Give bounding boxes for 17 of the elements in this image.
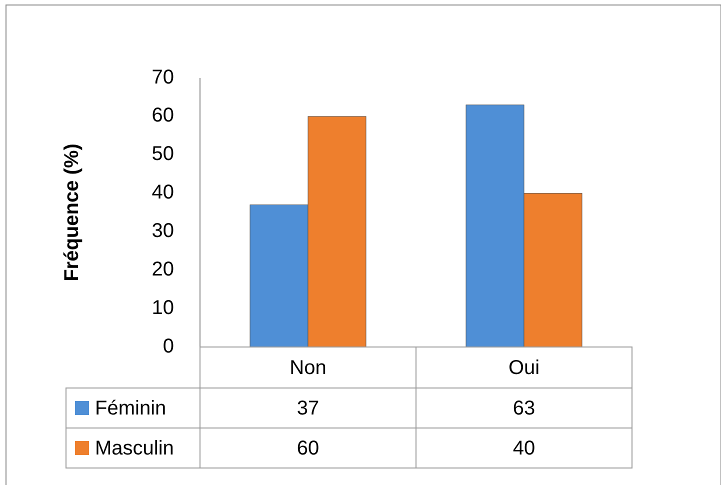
legend-label: Masculin	[95, 437, 174, 460]
y-tick-label: 20	[152, 258, 174, 280]
y-tick-label: 10	[152, 296, 174, 319]
y-tick-label: 50	[152, 143, 174, 166]
y-tick-label: 30	[152, 220, 174, 242]
legend-label: Féminin	[95, 397, 166, 420]
y-tick-label: 60	[152, 104, 174, 127]
y-tick-label: 70	[152, 66, 174, 88]
y-tick-label: 0	[162, 335, 174, 358]
data-label: 63	[512, 397, 536, 420]
x-tick-label: Oui	[508, 356, 540, 379]
y-tick-label: 40	[152, 182, 174, 204]
data-label: 60	[296, 437, 320, 460]
data-label: 37	[296, 397, 320, 420]
data-label: 40	[512, 437, 536, 460]
x-tick-label: Non	[290, 356, 326, 379]
y-axis-title: Fréquence (%)	[61, 144, 83, 282]
